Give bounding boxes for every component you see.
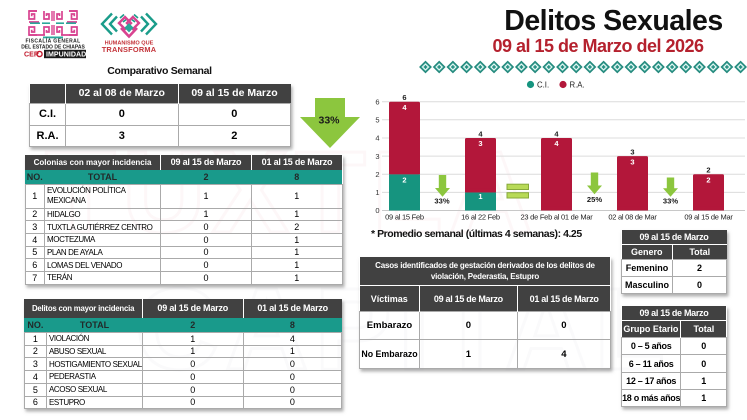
svg-text:02 al 08 de Mar: 02 al 08 de Mar bbox=[608, 213, 657, 222]
svg-text:6: 6 bbox=[375, 97, 379, 106]
svg-text:R.A.: R.A. bbox=[570, 80, 585, 89]
svg-text:09 al 15 de Mar: 09 al 15 de Mar bbox=[684, 213, 733, 222]
svg-text:3: 3 bbox=[478, 139, 482, 148]
svg-text:4: 4 bbox=[402, 103, 407, 112]
svg-text:2: 2 bbox=[402, 175, 406, 184]
svg-text:4: 4 bbox=[478, 129, 483, 138]
svg-text:4: 4 bbox=[554, 139, 559, 148]
svg-text:09 al 15 Feb: 09 al 15 Feb bbox=[385, 213, 424, 222]
svg-text:4: 4 bbox=[375, 134, 379, 143]
svg-text:33%: 33% bbox=[663, 196, 678, 205]
svg-text:1: 1 bbox=[478, 192, 482, 201]
svg-text:3: 3 bbox=[630, 147, 634, 156]
svg-text:0: 0 bbox=[375, 206, 379, 215]
svg-text:CER: CER bbox=[24, 51, 39, 59]
svg-text:HUMANISMO QUE: HUMANISMO QUE bbox=[105, 41, 154, 47]
svg-text:3: 3 bbox=[375, 152, 379, 161]
svg-text:4: 4 bbox=[554, 129, 559, 138]
svg-text:1: 1 bbox=[375, 188, 379, 197]
svg-text:IMPUNIDAD: IMPUNIDAD bbox=[46, 51, 86, 59]
svg-text:DEL ESTADO DE CHIAPAS: DEL ESTADO DE CHIAPAS bbox=[21, 45, 85, 51]
svg-text:TRANSFORMA: TRANSFORMA bbox=[102, 45, 157, 54]
svg-text:33%: 33% bbox=[318, 115, 340, 127]
svg-text:C.I.: C.I. bbox=[537, 80, 549, 89]
svg-text:6: 6 bbox=[402, 93, 406, 102]
svg-text:2: 2 bbox=[706, 175, 710, 184]
svg-text:33%: 33% bbox=[434, 197, 449, 206]
svg-text:3: 3 bbox=[630, 157, 634, 166]
svg-text:2: 2 bbox=[375, 170, 379, 179]
svg-text:23 de Feb al 01 de Mar: 23 de Feb al 01 de Mar bbox=[520, 213, 593, 222]
svg-text:16 al 22 Feb: 16 al 22 Feb bbox=[461, 213, 500, 222]
svg-text:FISCALÍA GENERAL: FISCALÍA GENERAL bbox=[25, 37, 80, 45]
svg-text:2: 2 bbox=[706, 166, 710, 175]
svg-text:25%: 25% bbox=[587, 195, 602, 204]
svg-text:5: 5 bbox=[375, 116, 379, 125]
